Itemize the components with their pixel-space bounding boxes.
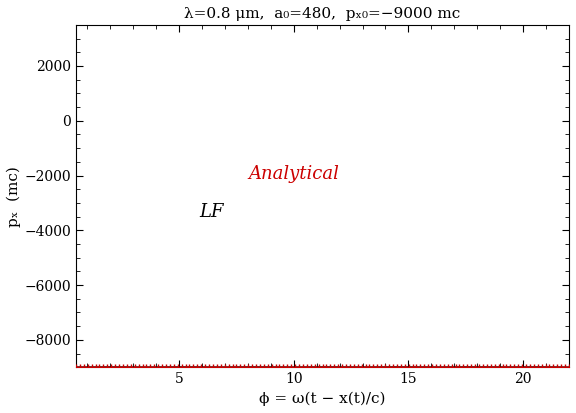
Text: Analytical: Analytical (248, 165, 339, 183)
Y-axis label: pₓ  (mc): pₓ (mc) (7, 166, 21, 226)
Title: λ=0.8 μm,  a₀=480,  pₓ₀=−9000 mc: λ=0.8 μm, a₀=480, pₓ₀=−9000 mc (184, 7, 461, 21)
Text: LF: LF (199, 203, 223, 221)
X-axis label: ϕ = ω(t − x(t)/c): ϕ = ω(t − x(t)/c) (259, 392, 386, 406)
